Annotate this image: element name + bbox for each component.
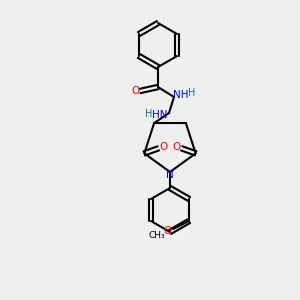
- Text: O: O: [131, 86, 139, 96]
- Text: CH₃: CH₃: [149, 230, 165, 239]
- Text: NH: NH: [173, 90, 189, 100]
- Text: O: O: [172, 142, 181, 152]
- Text: O: O: [163, 226, 171, 236]
- Text: H: H: [145, 109, 153, 119]
- Text: HN: HN: [152, 110, 168, 120]
- Text: N: N: [166, 170, 174, 180]
- Text: H: H: [188, 88, 196, 98]
- Text: O: O: [159, 142, 167, 152]
